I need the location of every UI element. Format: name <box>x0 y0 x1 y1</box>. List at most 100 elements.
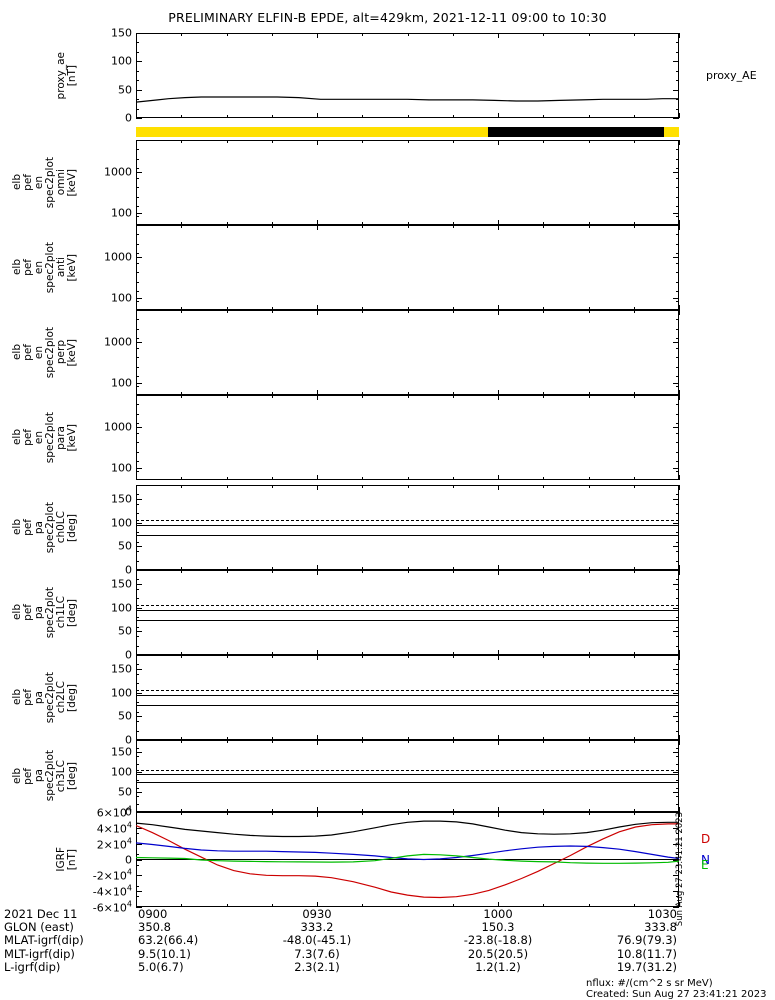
x-tick <box>453 812 454 815</box>
x-tick <box>543 904 544 907</box>
x-tick <box>679 390 680 395</box>
y-minor-tick <box>676 244 679 245</box>
x-tick <box>589 809 590 812</box>
y-minor-tick <box>676 90 679 91</box>
x-tick <box>317 390 318 395</box>
reference-line-loss-cone-dashed <box>136 520 679 521</box>
x-tick <box>227 477 228 480</box>
x-tick <box>272 570 273 573</box>
x-tick <box>543 570 544 573</box>
x-tick <box>498 735 499 740</box>
y-minor-tick <box>676 376 679 377</box>
y-minor-tick <box>136 748 139 749</box>
x-tick <box>589 477 590 480</box>
y-minor-tick <box>676 357 679 358</box>
x-tick <box>679 807 680 812</box>
x-tick <box>453 570 454 573</box>
y-minor-tick <box>136 71 139 72</box>
y-minor-tick <box>136 886 139 887</box>
x-tick <box>543 392 544 395</box>
x-tick <box>136 565 137 570</box>
y-major-tick <box>136 844 142 845</box>
y-minor-tick <box>136 764 139 765</box>
y-minor-tick <box>676 253 679 254</box>
y-minor-tick <box>676 693 679 694</box>
y-major-tick <box>136 875 142 876</box>
y-minor-tick <box>676 187 679 188</box>
y-minor-tick <box>136 348 139 349</box>
x-tick <box>543 812 544 815</box>
x-tick <box>679 740 680 745</box>
x-tick <box>453 809 454 812</box>
x-tick <box>634 485 635 488</box>
x-tick <box>181 652 182 655</box>
x-tick <box>317 220 318 225</box>
y-major-tick <box>673 716 679 717</box>
x-tick <box>227 307 228 310</box>
x-tick <box>227 740 228 743</box>
y-minor-tick <box>136 674 139 675</box>
x-tick <box>589 904 590 907</box>
x-tick <box>317 33 318 38</box>
x-tick <box>679 395 680 400</box>
panel-title-line: [nT] <box>66 848 78 871</box>
y-minor-tick <box>676 386 679 387</box>
x-tick <box>634 225 635 228</box>
x-tick <box>362 567 363 570</box>
y-minor-tick <box>136 532 139 533</box>
x-tick <box>453 904 454 907</box>
created-date-stamp: Sun Aug 27 23:41:21 2023 <box>675 812 690 926</box>
x-tick <box>543 395 544 398</box>
x-tick <box>408 225 409 228</box>
y-tick-label-elb-pef-pa-spec2plot-ch3lc-2: 100 <box>111 765 132 779</box>
y-minor-tick <box>676 272 679 273</box>
y-minor-tick <box>676 804 679 805</box>
y-minor-tick <box>676 471 679 472</box>
x-tick <box>362 477 363 480</box>
x-tick <box>589 140 590 143</box>
y-minor-tick <box>136 329 139 330</box>
x-tick <box>362 392 363 395</box>
y-minor-tick <box>136 442 139 443</box>
y-minor-tick <box>676 52 679 53</box>
y-major-tick <box>136 693 142 694</box>
reference-line-loss-cone-dashed <box>136 690 679 691</box>
y-major-tick <box>673 812 679 813</box>
y-minor-tick <box>136 504 139 505</box>
y-minor-tick <box>136 301 139 302</box>
y-minor-tick <box>136 206 139 207</box>
y-minor-tick <box>136 844 139 845</box>
x-tick <box>227 809 228 812</box>
flux-units-text: nflux: #/(cm^2 s sr MeV) <box>586 978 713 989</box>
x-tick <box>589 570 590 573</box>
x-tick <box>181 33 182 36</box>
x-tick <box>181 225 182 228</box>
x-tick <box>136 140 137 145</box>
x-tick <box>634 570 635 573</box>
panel-frame-elb-pef-pa-spec2plot-ch1lc <box>136 570 679 655</box>
panel-title-line: [keV] <box>66 423 78 452</box>
y-minor-tick <box>136 433 139 434</box>
y-minor-tick <box>136 896 139 897</box>
y-minor-tick <box>136 471 139 472</box>
panel-frame-proxy-ae <box>136 33 679 118</box>
y-tick-label-proxy-ae-2: 100 <box>111 54 132 68</box>
y-tick-label-elb-pef-pa-spec2plot-ch1lc-2: 100 <box>111 601 132 615</box>
x-tick <box>408 33 409 36</box>
y-minor-tick <box>676 721 679 722</box>
y-minor-tick <box>136 542 139 543</box>
y-minor-tick <box>676 513 679 514</box>
x-tick <box>317 570 318 575</box>
y-minor-tick <box>676 589 679 590</box>
x-tick <box>408 655 409 658</box>
y-minor-tick <box>676 414 679 415</box>
x-tick <box>453 737 454 740</box>
y-major-tick <box>136 891 142 892</box>
y-minor-tick <box>136 291 139 292</box>
x-tick <box>679 225 680 230</box>
x-tick <box>181 809 182 812</box>
y-minor-tick <box>136 216 139 217</box>
x-tick <box>589 652 590 655</box>
x-tick <box>408 904 409 907</box>
y-tick-label-elb-pef-pa-spec2plot-ch3lc-3: 150 <box>111 745 132 759</box>
